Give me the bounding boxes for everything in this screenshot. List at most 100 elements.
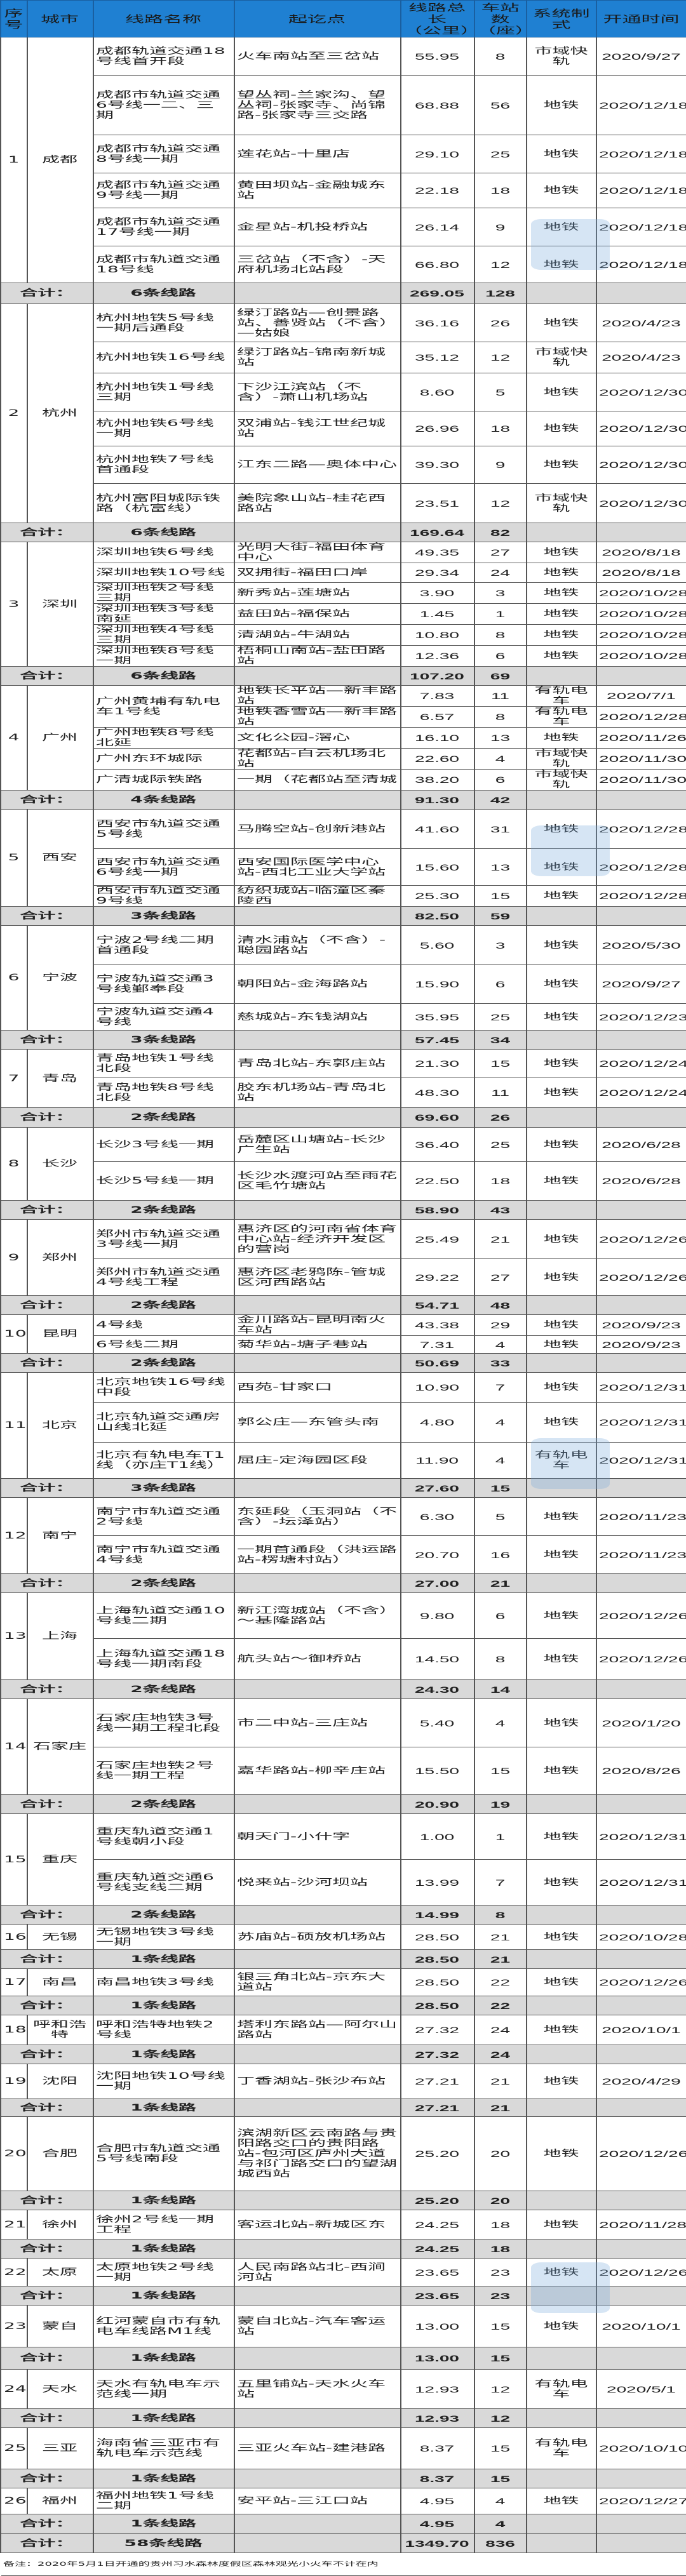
route: 菊华站-塘子巷站	[233, 1335, 401, 1354]
line-name: 北京有轨电车T1线（亦庄T1线）	[92, 1442, 234, 1479]
line-length: 38.20	[400, 769, 474, 791]
subtotal-length: 20.90	[400, 1794, 474, 1814]
subtotal-label: 合计：	[0, 1107, 93, 1128]
empty-cell	[233, 1200, 401, 1220]
header-route: 起讫点	[233, 0, 401, 37]
route: 一期（花都站至清城	[233, 769, 401, 791]
route: 郭公庄—东管头南	[233, 1402, 401, 1443]
line-length: 6.30	[400, 1497, 474, 1536]
table-row: 17 南昌 南昌地铁3号线 银三角北站-京东大道站 28.50 22 地铁 2020/12/2…	[0, 1968, 686, 1996]
grand-total-lines: 58条线路	[92, 2533, 234, 2553]
subtotal-lines: 1条线路	[92, 1996, 234, 2015]
table-row: 11 北京 北京地铁16号线中段 西苑-甘家口 10.90 7 地铁 2020/12/31	[0, 1372, 686, 1479]
subtotal-row: 合计： 1条线路 28.50 22	[0, 1996, 686, 2015]
line-name: 广州地铁8号线北延	[92, 727, 234, 749]
header-stations: 车站数 （座）	[473, 0, 527, 37]
system-type: 地铁	[526, 964, 596, 1004]
line-name: 杭州地铁5号线一期后通段	[92, 304, 234, 342]
empty-cell	[233, 2239, 401, 2259]
station-count: 27	[473, 1258, 527, 1296]
opening-date: 2020/9/23	[595, 1335, 686, 1354]
station-count: 5	[473, 1497, 527, 1536]
subtotal-stations: 26	[473, 1107, 527, 1128]
opening-date: 2020/12/26	[595, 1638, 686, 1680]
line-length: 13.00	[400, 2305, 474, 2347]
empty-cell	[595, 1679, 686, 1699]
empty-cell	[595, 2347, 686, 2370]
system-type: 地铁	[526, 246, 596, 283]
route: 东延段（玉洞站（不含）-坛泽站）	[233, 1497, 401, 1536]
route: 文化公园-滘心	[233, 727, 401, 749]
subtotal-stations: 69	[473, 666, 527, 686]
subtotal-label: 合计：	[0, 523, 93, 542]
row-index: 3	[0, 542, 27, 667]
opening-date: 2020/4/23	[595, 304, 686, 342]
station-count: 11	[473, 1078, 527, 1108]
system-type: 市域快轨	[526, 342, 596, 373]
station-count: 9	[473, 446, 527, 484]
empty-cell	[526, 1200, 596, 1220]
route: 地铁香雪站—新丰路站	[233, 706, 401, 728]
system-type: 地铁	[526, 848, 596, 886]
city-name: 无锡	[26, 1924, 93, 1950]
station-count: 21	[473, 2064, 527, 2099]
subtotal-row: 合计： 2条线路 27.00 21	[0, 1573, 686, 1593]
subtotal-label: 合计：	[0, 2286, 93, 2306]
table-row: 长沙5号线一期 长沙水渡河站至雨花区毛竹塘站 22.50 18 地铁 2020/6/28	[1, 1161, 686, 1201]
system-type: 地铁	[526, 1698, 596, 1747]
city-name: 广州	[26, 685, 93, 791]
system-type: 地铁	[526, 2116, 596, 2191]
station-count: 25	[473, 1003, 527, 1031]
system-type: 地铁	[526, 1968, 596, 1996]
opening-date: 2020/4/23	[595, 342, 686, 373]
opening-date: 2020/12/30	[595, 483, 686, 523]
line-name: 宁波2号线二期首通段	[92, 925, 234, 965]
subtotal-stations: 15	[473, 2469, 527, 2488]
city-name: 石家庄	[26, 1698, 93, 1795]
empty-cell	[233, 790, 401, 810]
system-type: 地铁	[526, 1813, 596, 1860]
empty-cell	[526, 1905, 596, 1925]
route: 五里铺站-天水火车站	[233, 2369, 401, 2409]
subtotal-length: 91.30	[400, 790, 474, 810]
line-name: 成都市轨道交通8号线一期	[92, 135, 234, 173]
station-count: 8	[473, 706, 527, 728]
table-row: 杭州地铁6号线一期 双浦站-钱江世纪城站 26.96 18 地铁 2020/12/30	[1, 411, 686, 446]
row-index: 6	[0, 925, 27, 1031]
empty-cell	[595, 2191, 686, 2210]
system-type: 地铁	[526, 208, 596, 246]
line-length: 25.49	[400, 1219, 474, 1259]
line-length: 8.37	[400, 2427, 474, 2469]
empty-cell	[526, 906, 596, 926]
empty-cell	[595, 1573, 686, 1593]
line-length: 7.31	[400, 1335, 474, 1354]
empty-cell	[526, 2099, 596, 2117]
line-name: 上海轨道交通18号线一期南段	[92, 1638, 234, 1680]
table-row: 3 深圳 深圳地铁6号线 光明大街-福田体育中心 49.35 27 地铁 2020/8/18	[0, 542, 686, 667]
row-index: 9	[0, 1219, 27, 1296]
line-length: 15.50	[400, 1747, 474, 1795]
opening-date: 2020/12/28	[595, 809, 686, 849]
row-index: 26	[0, 2488, 27, 2514]
opening-date: 2020/11/23	[595, 1497, 686, 1536]
table-row: 杭州地铁1号线三期 下沙江滨站（不含）-萧山机场站 8.60 5 地铁 2020/12/3…	[1, 373, 686, 411]
route: 一期首通段（洪运路站-楞塘村站）	[233, 1535, 401, 1574]
opening-date: 2020/12/18	[595, 208, 686, 246]
line-length: 16.10	[400, 727, 474, 749]
station-count: 12	[473, 483, 527, 523]
opening-date: 2020/12/28	[595, 885, 686, 907]
opening-date: 2020/12/24	[595, 1078, 686, 1108]
subtotal-row: 合计： 2条线路 50.69 33	[0, 1353, 686, 1373]
system-type: 市域快轨	[526, 769, 596, 791]
station-count: 6	[473, 645, 527, 667]
system-type: 地铁	[526, 1372, 596, 1403]
empty-cell	[233, 1478, 401, 1498]
line-name: 4号线	[92, 1314, 234, 1336]
line-length: 13.99	[400, 1859, 474, 1905]
route: 下沙江滨站（不含）-萧山机场站	[233, 373, 401, 411]
line-length: 25.30	[400, 885, 474, 907]
station-count: 6	[473, 1592, 527, 1639]
table-row: 9 郑州 郑州市轨道交通3号线一期 惠济区的河南省体育中心站-经济开发区的营岗 25.4…	[0, 1219, 686, 1296]
row-index: 8	[0, 1127, 27, 1201]
subtotal-label: 合计：	[0, 1996, 93, 2015]
